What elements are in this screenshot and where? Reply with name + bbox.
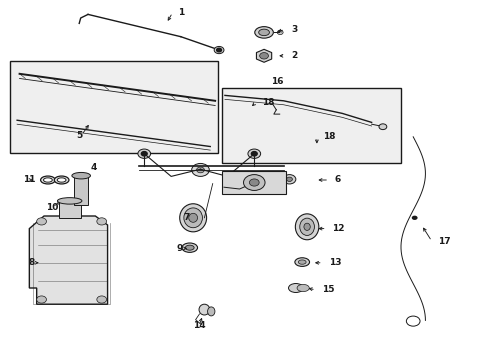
Ellipse shape [199,304,209,315]
Circle shape [216,48,221,52]
Text: 9: 9 [176,244,182,253]
Circle shape [283,175,295,184]
Circle shape [196,167,204,173]
Ellipse shape [298,260,305,264]
Text: 3: 3 [290,25,297,34]
Polygon shape [29,216,107,304]
Circle shape [286,177,292,181]
Text: 15: 15 [321,285,334,294]
Circle shape [214,46,224,54]
Text: 5: 5 [76,130,82,139]
Ellipse shape [188,213,197,222]
Text: 7: 7 [183,213,189,222]
Ellipse shape [58,198,81,204]
Text: 17: 17 [437,237,449,246]
Text: 8: 8 [28,258,35,267]
Circle shape [411,216,417,220]
Ellipse shape [180,204,206,232]
Polygon shape [222,88,400,163]
Circle shape [247,149,260,158]
Circle shape [97,218,106,225]
Text: 6: 6 [334,175,341,184]
Ellipse shape [207,307,214,316]
Ellipse shape [295,214,318,240]
Ellipse shape [185,245,194,250]
Text: 18: 18 [322,132,335,141]
Polygon shape [256,49,271,62]
Text: 2: 2 [290,51,297,60]
Circle shape [37,296,46,303]
Text: 11: 11 [23,175,36,184]
Circle shape [277,30,283,35]
Circle shape [378,124,386,130]
Polygon shape [10,61,217,153]
Text: 10: 10 [46,202,59,211]
Text: 14: 14 [193,321,205,330]
Circle shape [141,152,147,156]
Text: 12: 12 [332,224,345,233]
Circle shape [97,296,106,303]
Circle shape [191,163,209,176]
Ellipse shape [43,178,52,182]
Ellipse shape [258,29,269,36]
Ellipse shape [183,208,202,228]
Text: 13: 13 [328,258,341,267]
Text: 16: 16 [271,77,284,85]
Text: 18: 18 [261,98,274,107]
Circle shape [249,179,259,186]
Circle shape [259,53,268,59]
Ellipse shape [288,284,303,292]
Circle shape [251,152,257,156]
Ellipse shape [299,218,314,235]
Text: 1: 1 [178,8,184,17]
Circle shape [243,175,264,190]
Circle shape [37,218,46,225]
Ellipse shape [54,176,69,184]
Ellipse shape [57,178,66,182]
Circle shape [406,316,419,326]
Ellipse shape [41,176,55,184]
Bar [74,176,88,205]
Ellipse shape [72,172,90,179]
Ellipse shape [254,27,273,38]
Bar [59,202,81,218]
Ellipse shape [182,243,197,252]
Text: 4: 4 [90,163,97,172]
Ellipse shape [294,258,309,266]
Bar [222,171,285,194]
Ellipse shape [304,223,309,230]
Ellipse shape [296,284,309,292]
Circle shape [138,149,150,158]
